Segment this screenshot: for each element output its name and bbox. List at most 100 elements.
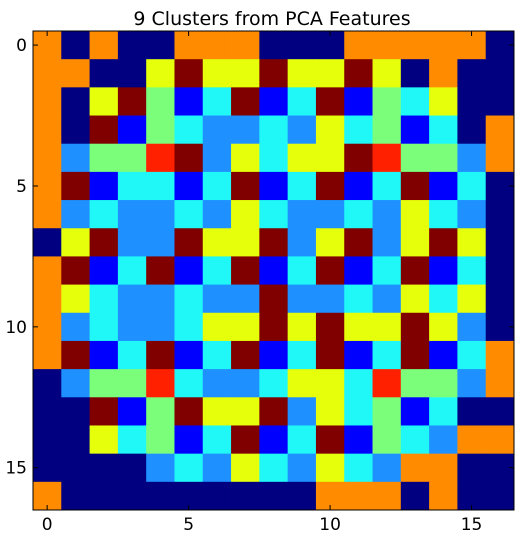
heatmap-cell-r5-c12 xyxy=(372,171,402,201)
heatmap-cell-r14-c15 xyxy=(457,425,487,455)
heatmap-cell-r11-c4 xyxy=(146,340,175,370)
heatmap-cell-r3-c7 xyxy=(231,115,260,145)
heatmap-cell-r14-c5 xyxy=(174,425,204,455)
heatmap-cell-r13-c11 xyxy=(344,397,373,426)
heatmap-cell-r15-c10 xyxy=(315,453,345,483)
heatmap-cell-r15-c2 xyxy=(89,453,119,483)
heatmap-cell-r5-c6 xyxy=(202,171,232,201)
heatmap-cell-r14-c8 xyxy=(259,425,289,455)
heatmap-cell-r6-c3 xyxy=(117,200,147,229)
heatmap-cell-r11-c2 xyxy=(89,340,119,370)
heatmap-cell-r12-c16 xyxy=(485,369,515,398)
heatmap-cell-r2-c15 xyxy=(457,87,487,116)
heatmap-cell-r6-c16 xyxy=(485,200,515,229)
heatmap-cell-r10-c9 xyxy=(287,312,317,342)
heatmap-cell-r8-c4 xyxy=(146,256,175,285)
heatmap-cell-r0-c12 xyxy=(372,31,402,60)
heatmap-cell-r1-c1 xyxy=(61,59,90,88)
heatmap-cell-r2-c6 xyxy=(202,87,232,116)
heatmap-cell-r0-c8 xyxy=(259,31,289,60)
heatmap-cell-r0-c2 xyxy=(89,31,119,60)
heatmap-cell-r11-c5 xyxy=(174,340,204,370)
heatmap-cell-r5-c4 xyxy=(146,171,175,201)
heatmap-cell-r4-c14 xyxy=(429,143,458,173)
heatmap-cell-r6-c10 xyxy=(315,200,345,229)
heatmap-cell-r14-c10 xyxy=(315,425,345,455)
heatmap-cell-r13-c9 xyxy=(287,397,317,426)
heatmap-cell-r16-c2 xyxy=(89,481,119,511)
heatmap-cell-r9-c8 xyxy=(259,284,289,314)
heatmap-cell-r16-c9 xyxy=(287,481,317,511)
heatmap-cell-r11-c11 xyxy=(344,340,373,370)
heatmap-cell-r11-c13 xyxy=(400,340,430,370)
heatmap-cell-r0-c13 xyxy=(400,31,430,60)
heatmap-cell-r12-c2 xyxy=(89,369,119,398)
heatmap-cell-r12-c14 xyxy=(429,369,458,398)
heatmap-cell-r8-c3 xyxy=(117,256,147,285)
y-tick-label-15: 15 xyxy=(5,459,27,479)
heatmap-cell-r6-c7 xyxy=(231,200,260,229)
heatmap-cell-r16-c11 xyxy=(344,481,373,511)
heatmap-cell-r11-c12 xyxy=(372,340,402,370)
heatmap-cell-r5-c10 xyxy=(315,171,345,201)
heatmap-cell-r6-c1 xyxy=(61,200,90,229)
heatmap-cell-r6-c0 xyxy=(33,200,62,229)
heatmap-cell-r2-c0 xyxy=(33,87,62,116)
heatmap-cell-r5-c8 xyxy=(259,171,289,201)
heatmap-cell-r12-c13 xyxy=(400,369,430,398)
heatmap-cell-r4-c4 xyxy=(146,143,175,173)
heatmap-cell-r1-c9 xyxy=(287,59,317,88)
heatmap-cell-r4-c1 xyxy=(61,143,90,173)
plot-frame xyxy=(32,30,515,511)
heatmap-cell-r13-c13 xyxy=(400,397,430,426)
heatmap-cell-r15-c6 xyxy=(202,453,232,483)
heatmap-cell-r5-c15 xyxy=(457,171,487,201)
heatmap-cell-r2-c2 xyxy=(89,87,119,116)
heatmap-cell-r13-c15 xyxy=(457,397,487,426)
heatmap-cell-r14-c11 xyxy=(344,425,373,455)
heatmap-cell-r4-c13 xyxy=(400,143,430,173)
heatmap-cell-r7-c8 xyxy=(259,228,289,257)
heatmap-cell-r12-c0 xyxy=(33,369,62,398)
heatmap-cell-r6-c13 xyxy=(400,200,430,229)
heatmap-cell-r3-c9 xyxy=(287,115,317,145)
heatmap-cell-r6-c8 xyxy=(259,200,289,229)
heatmap-cell-r2-c4 xyxy=(146,87,175,116)
heatmap-cell-r11-c15 xyxy=(457,340,487,370)
heatmap-cell-r8-c1 xyxy=(61,256,90,285)
heatmap-cell-r0-c1 xyxy=(61,31,90,60)
heatmap-cell-r9-c12 xyxy=(372,284,402,314)
heatmap-cell-r2-c13 xyxy=(400,87,430,116)
heatmap-cell-r5-c14 xyxy=(429,171,458,201)
heatmap-cell-r9-c13 xyxy=(400,284,430,314)
heatmap-cell-r3-c2 xyxy=(89,115,119,145)
heatmap-cell-r8-c2 xyxy=(89,256,119,285)
heatmap-cell-r8-c7 xyxy=(231,256,260,285)
heatmap-cell-r7-c12 xyxy=(372,228,402,257)
heatmap-cell-r5-c9 xyxy=(287,171,317,201)
heatmap-cell-r2-c8 xyxy=(259,87,289,116)
heatmap-cell-r11-c6 xyxy=(202,340,232,370)
heatmap-cell-r16-c12 xyxy=(372,481,402,511)
heatmap-cell-r3-c1 xyxy=(61,115,90,145)
heatmap-cell-r5-c3 xyxy=(117,171,147,201)
heatmap-cell-r12-c11 xyxy=(344,369,373,398)
heatmap-cell-r3-c13 xyxy=(400,115,430,145)
heatmap-cell-r10-c7 xyxy=(231,312,260,342)
heatmap-cell-r16-c13 xyxy=(400,481,430,511)
heatmap-cell-r13-c7 xyxy=(231,397,260,426)
heatmap-cell-r12-c4 xyxy=(146,369,175,398)
heatmap-cell-r8-c13 xyxy=(400,256,430,285)
axis-ticks: 0 5 10 15 0 5 10 15 xyxy=(5,31,514,535)
heatmap-cell-r1-c11 xyxy=(344,59,373,88)
heatmap-cell-r9-c6 xyxy=(202,284,232,314)
heatmap-cell-r10-c8 xyxy=(259,312,289,342)
heatmap-cell-r0-c6 xyxy=(202,31,232,60)
heatmap-cell-r2-c9 xyxy=(287,87,317,116)
heatmap-cell-r1-c7 xyxy=(231,59,260,88)
heatmap-cell-r13-c0 xyxy=(33,397,62,426)
heatmap-cell-r1-c6 xyxy=(202,59,232,88)
heatmap-cell-r10-c4 xyxy=(146,312,175,342)
heatmap-cell-r6-c5 xyxy=(174,200,204,229)
heatmap-cell-r11-c0 xyxy=(33,340,62,370)
